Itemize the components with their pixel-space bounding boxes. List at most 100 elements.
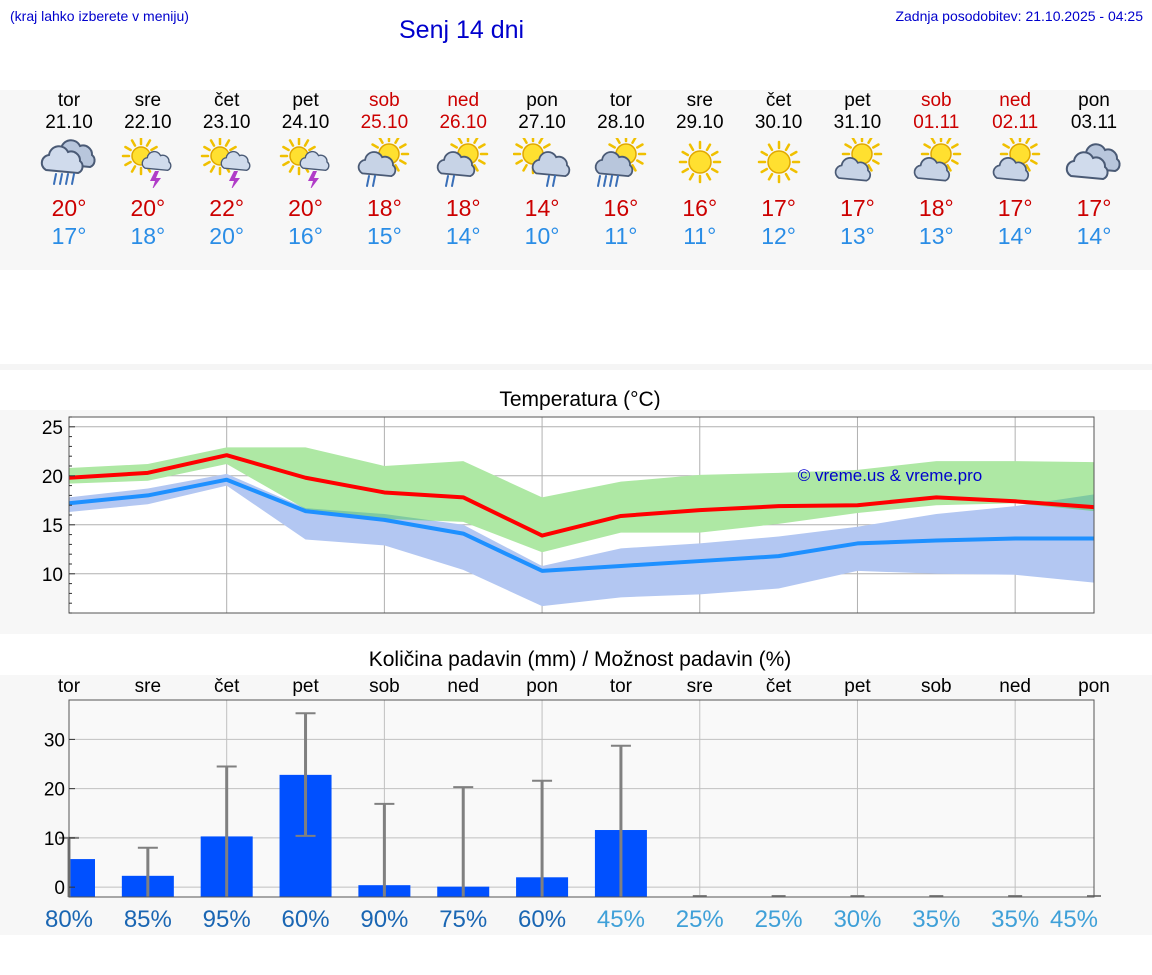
min-temperature: 18° [130, 223, 166, 249]
cloud-outline [1065, 151, 1109, 181]
sun-ray [538, 138, 544, 144]
forecast-day: pon 27.10 14° 10° [503, 90, 582, 250]
precipitation-probability: 45% [597, 906, 645, 933]
forecast-day: ned 26.10 18° 14° [424, 90, 503, 250]
icon-art [594, 138, 647, 187]
sun-disc [766, 150, 791, 174]
rain-drop [372, 175, 377, 187]
sun-thunder-icon [121, 138, 172, 188]
max-temperature: 16° [603, 195, 639, 221]
cloud-shape [299, 150, 329, 172]
rain-heavy-cloud-icon [40, 139, 96, 185]
last-update: Zadnja posodobitev: 21.10.2025 - 04:25 [895, 8, 1143, 24]
day-date: 23.10 [202, 112, 251, 133]
y-tick-label: 20 [42, 467, 63, 488]
sun-ray [281, 160, 290, 167]
watermark: © vreme.us & vreme.pro [798, 466, 982, 485]
rain-drop [53, 173, 57, 185]
sun-ray [378, 138, 385, 144]
icon-art [40, 139, 96, 185]
cloud-shape [835, 157, 872, 182]
rain-drop [65, 173, 69, 185]
sun-ray [1025, 138, 1031, 144]
day-name: ned [447, 90, 480, 111]
sun-disc [688, 150, 712, 174]
icon-art [757, 140, 800, 184]
sun-cloud-light-rain-icon [513, 138, 571, 187]
day-axis-label: čet [766, 676, 792, 697]
sun-ray [307, 145, 316, 152]
day-axis-label: sre [687, 676, 713, 697]
day-axis-label: sre [135, 676, 161, 697]
cloud-shape [1065, 151, 1109, 181]
lightning-bolt [228, 171, 240, 188]
day-axis-label: ned [999, 676, 1031, 697]
sun-ray [228, 145, 237, 152]
max-temperature: 20° [130, 195, 166, 221]
min-temperature: 15° [366, 223, 402, 249]
sun-ray [784, 143, 790, 152]
sun-ray [515, 143, 524, 149]
sun-ray [202, 160, 211, 167]
lightning-bolt [307, 171, 319, 188]
day-date: 30.10 [754, 112, 803, 133]
precipitation-probability: 25% [755, 906, 803, 933]
rain-drop [608, 175, 613, 187]
cloud-outline [299, 150, 329, 172]
day-date: 27.10 [518, 112, 566, 133]
max-temperature-line [68, 453, 1095, 538]
sun-ray [635, 159, 644, 165]
sun-ray [145, 139, 152, 147]
icon-art [436, 138, 489, 187]
precipitation-probability: 60% [282, 906, 330, 933]
day-date: 29.10 [675, 112, 724, 133]
day-name: pet [844, 90, 871, 111]
cloud-shape [358, 151, 397, 178]
cloud-shape [40, 145, 84, 175]
sun-ray [681, 150, 689, 157]
sun-ray [473, 138, 479, 144]
sun-shape [842, 138, 883, 175]
min-temperature: 16° [288, 223, 323, 249]
max-temperature: 20° [288, 195, 323, 221]
forecast-day: ned 02.11 17° 14° [976, 90, 1055, 250]
sun-shape [757, 140, 800, 184]
sun-ray [688, 172, 695, 181]
day-date: 22.10 [124, 112, 172, 133]
cloud-outline [220, 150, 251, 172]
sun-ray [923, 143, 932, 149]
cloud-shape [992, 157, 1030, 182]
y-tick-label: 10 [44, 829, 65, 850]
day-name: pon [526, 90, 558, 111]
sun-ray [399, 159, 408, 165]
precipitation-chart-title: Količina padavin (mm) / Možnost padavin … [368, 648, 792, 671]
location-hint[interactable]: (kraj lahko izberete v meniju) [10, 8, 189, 24]
precipitation-probability: 85% [124, 906, 172, 933]
sun-cloud-icon [835, 138, 883, 182]
min-temperature: 12° [761, 223, 796, 249]
day-axis-label: pet [292, 676, 319, 697]
forecast-day: čet 30.10 17° 12° [739, 90, 818, 250]
max-temperature: 17° [997, 195, 1033, 221]
icon-art [513, 138, 571, 187]
precipitation-probability: 60% [518, 906, 566, 933]
precipitation-probability: 25% [676, 906, 724, 933]
cloud-shape [594, 151, 634, 178]
icon-art [121, 138, 172, 188]
icon-art [914, 138, 962, 182]
sun-ray [1030, 159, 1038, 165]
max-temperature: 17° [1076, 195, 1112, 221]
sun-cloud-rain-icon [358, 138, 410, 187]
sun-ray [851, 138, 858, 144]
sun-ray [478, 159, 486, 165]
sun-cloud-rain-icon [436, 138, 489, 187]
rain-drop [614, 175, 619, 187]
sun-ray [844, 143, 853, 149]
forecast-day: čet 23.10 22° 20° [187, 90, 266, 250]
sun-ray [789, 167, 798, 174]
sun-ray [872, 159, 881, 165]
day-date: 25.10 [360, 112, 409, 133]
sun-ray [371, 143, 380, 149]
sun-ray [681, 167, 689, 174]
day-name: pet [292, 90, 319, 111]
